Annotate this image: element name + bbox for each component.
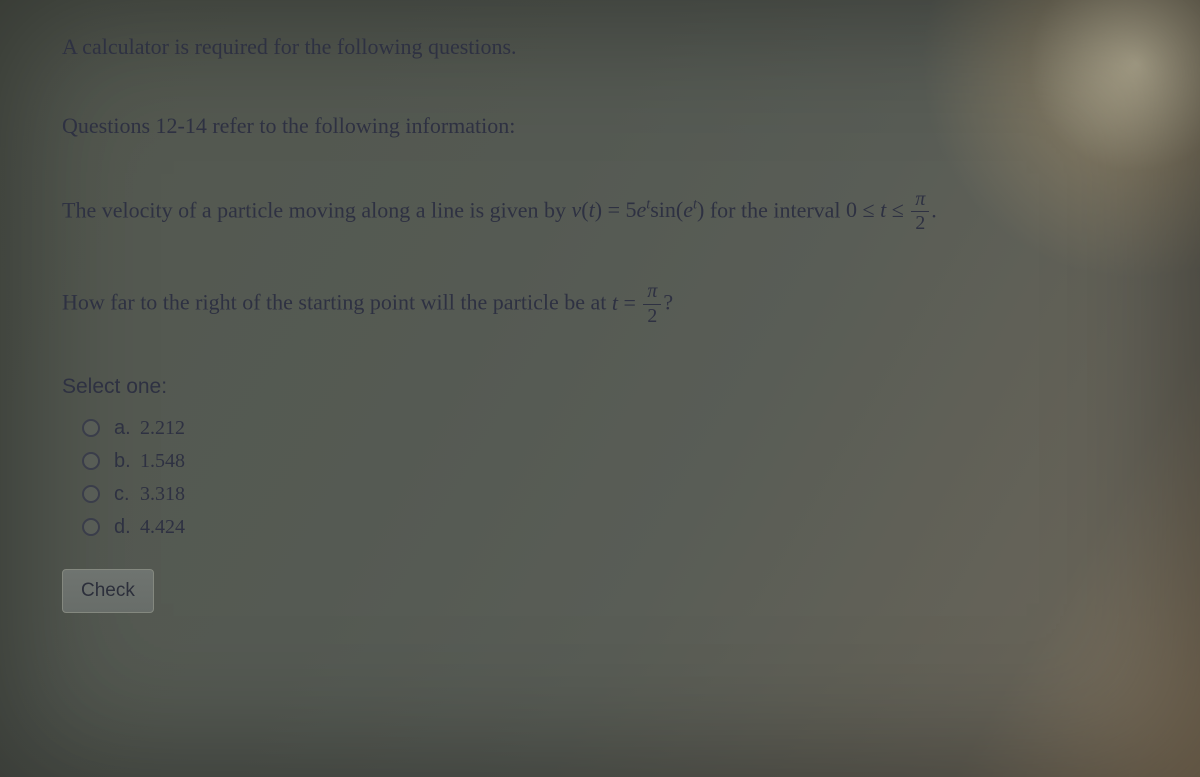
velocity-prefix: The velocity of a particle moving along … <box>62 197 572 222</box>
option-value: 1.548 <box>140 450 185 473</box>
option-c[interactable]: c. 3.318 <box>82 483 1140 506</box>
question-prefix: How far to the right of the starting poi… <box>62 290 612 315</box>
select-one-label: Select one: <box>62 375 1140 399</box>
question-suffix: ? <box>663 290 673 315</box>
option-d[interactable]: d. 4.424 <box>82 516 1140 539</box>
option-value: 2.212 <box>140 417 185 440</box>
option-value: 3.318 <box>140 483 185 506</box>
context-note: Questions 12-14 refer to the following i… <box>62 111 1140 142</box>
question-content: A calculator is required for the followi… <box>0 0 1200 633</box>
question-t-value: t = π2 <box>612 290 663 315</box>
velocity-formula: v(t) = 5etsin(et) <box>572 197 705 222</box>
option-letter: b. <box>114 450 140 473</box>
check-button[interactable]: Check <box>62 569 154 613</box>
option-a[interactable]: a. 2.212 <box>82 417 1140 440</box>
option-value: 4.424 <box>140 516 185 539</box>
velocity-interval: 0 ≤ t ≤ π2 <box>846 197 931 222</box>
option-letter: c. <box>114 483 140 506</box>
question-text: How far to the right of the starting poi… <box>62 282 1140 327</box>
radio-icon[interactable] <box>82 518 100 536</box>
options-group: a. 2.212 b. 1.548 c. 3.318 d. 4.424 <box>82 417 1140 539</box>
velocity-mid: for the interval <box>704 197 846 222</box>
calculator-note: A calculator is required for the followi… <box>62 32 1140 63</box>
option-letter: d. <box>114 516 140 539</box>
option-b[interactable]: b. 1.548 <box>82 450 1140 473</box>
radio-icon[interactable] <box>82 419 100 437</box>
radio-icon[interactable] <box>82 452 100 470</box>
velocity-statement: The velocity of a particle moving along … <box>62 190 1140 235</box>
option-letter: a. <box>114 417 140 440</box>
radio-icon[interactable] <box>82 485 100 503</box>
velocity-suffix: . <box>931 197 937 222</box>
